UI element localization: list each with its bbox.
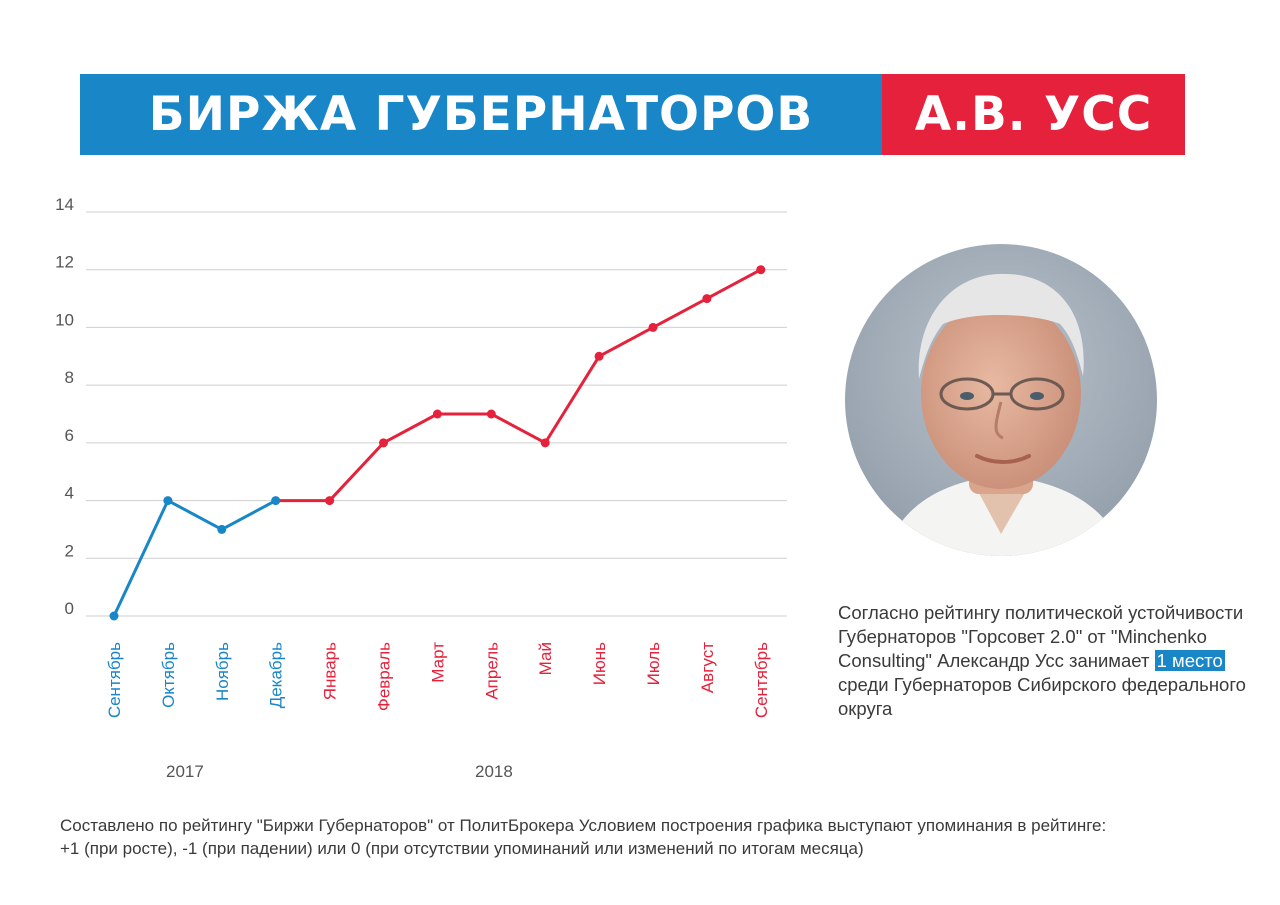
data-point xyxy=(379,438,388,448)
y-tick-label: 6 xyxy=(65,426,74,445)
data-point xyxy=(432,409,442,419)
banner-name-block: А.В. УСС xyxy=(882,74,1185,155)
methodology-footnote: Составлено по рейтингу "Биржи Губернатор… xyxy=(60,814,1260,860)
data-point xyxy=(648,322,658,332)
y-tick-label: 0 xyxy=(65,599,74,618)
banner-title-block: БИРЖА ГУБЕРНАТОРОВ xyxy=(80,74,882,155)
series-line xyxy=(275,268,762,503)
year-label-2018: 2018 xyxy=(475,762,513,781)
series-line xyxy=(112,499,277,617)
x-tick-label: Июль xyxy=(644,642,663,686)
footnote-line-1: Составлено по рейтингу "Биржи Губернатор… xyxy=(60,816,1107,835)
x-tick-label: Август xyxy=(698,642,717,693)
banner-name: А.В. УСС xyxy=(914,87,1153,142)
data-point xyxy=(217,524,227,534)
data-point xyxy=(486,409,496,419)
x-tick-label: Май xyxy=(536,642,555,675)
x-tick-label: Декабрь xyxy=(267,642,286,708)
data-point xyxy=(325,496,335,506)
x-tick-label: Октябрь xyxy=(159,642,178,708)
x-tick-label: Февраль xyxy=(375,642,394,711)
x-tick-label: Сентябрь xyxy=(105,642,124,718)
data-point xyxy=(594,351,604,361)
x-tick-label: Июнь xyxy=(590,642,609,685)
data-point xyxy=(109,611,119,621)
rating-line-chart: 0 2 4 6 8 10 12 14 Сентябрь Октябрь Ноябрь Декабрь Я… xyxy=(55,195,787,718)
y-tick-label: 14 xyxy=(55,195,74,214)
rating-description: Согласно рейтингу политической устойчиво… xyxy=(838,601,1258,721)
description-text: Согласно рейтингу политической устойчиво… xyxy=(838,602,1244,671)
y-tick-label: 12 xyxy=(55,253,74,272)
y-tick-label: 10 xyxy=(55,310,74,329)
y-tick-label: 8 xyxy=(65,368,74,387)
x-tick-label: Ноябрь xyxy=(213,642,232,701)
banner-title: БИРЖА ГУБЕРНАТОРОВ xyxy=(148,87,814,142)
year-label-2017: 2017 xyxy=(166,762,204,781)
data-point xyxy=(540,438,550,448)
header-banner: БИРЖА ГУБЕРНАТОРОВ А.В. УСС xyxy=(80,74,1185,155)
x-tick-label: Сентябрь xyxy=(752,642,771,718)
footnote-line-2: +1 (при росте), -1 (при падении) или 0 (… xyxy=(60,839,864,858)
governor-portrait xyxy=(845,244,1157,556)
description-text-end: среди Губернаторов Сибирского федерально… xyxy=(838,674,1246,719)
x-tick-label: Январь xyxy=(321,642,340,700)
y-tick-label: 2 xyxy=(65,541,74,560)
x-tick-label: Апрель xyxy=(482,642,501,700)
data-point xyxy=(271,496,281,506)
rank-highlight: 1 место xyxy=(1154,650,1225,671)
data-point xyxy=(702,294,712,304)
data-point xyxy=(756,265,766,275)
y-tick-label: 4 xyxy=(65,484,74,503)
data-point xyxy=(163,496,173,506)
x-tick-label: Март xyxy=(428,642,447,683)
